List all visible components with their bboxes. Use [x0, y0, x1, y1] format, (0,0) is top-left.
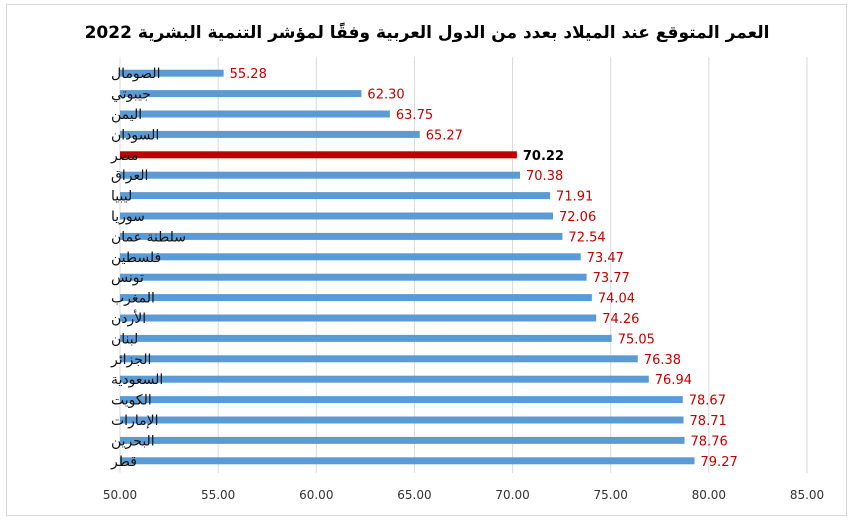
category-label: تونس — [111, 270, 144, 286]
value-label: 65.27 — [426, 128, 463, 143]
x-tick-label: 85.00 — [790, 488, 824, 502]
x-tick-label: 75.00 — [594, 488, 628, 502]
category-label: اليمن — [111, 107, 142, 123]
chart-title: العمر المتوقع عند الميلاد بعدد من الدول … — [85, 21, 770, 43]
value-label: 62.30 — [367, 88, 404, 103]
x-tick-label: 80.00 — [692, 488, 726, 502]
x-tick-label: 50.00 — [103, 488, 137, 502]
bar — [120, 396, 683, 404]
value-label: 63.75 — [396, 108, 433, 123]
bar — [120, 273, 587, 281]
chart-svg: العمر المتوقع عند الميلاد بعدد من الدول … — [85, 21, 825, 502]
value-label: 73.77 — [593, 271, 630, 286]
category-label: الأردن — [111, 309, 146, 327]
value-label: 72.54 — [568, 230, 605, 245]
x-tick-label: 60.00 — [299, 488, 333, 502]
x-tick-label: 55.00 — [201, 488, 235, 502]
bar-highlight — [120, 151, 517, 159]
category-label: الإمارات — [111, 413, 158, 429]
bar — [120, 334, 612, 342]
bar — [120, 212, 554, 220]
category-label: جيبوتي — [111, 87, 151, 103]
bar — [120, 232, 563, 240]
bar — [120, 253, 581, 261]
category-label: فلسطين — [111, 250, 161, 266]
bar — [120, 457, 695, 465]
bar — [120, 416, 684, 424]
bar — [120, 130, 420, 138]
bar — [120, 375, 649, 383]
bar — [120, 69, 224, 77]
bar — [120, 294, 592, 302]
x-axis-tick-labels: 50.00 55.00 60.00 65.00 70.00 75.00 80.00 85.00 — [103, 488, 824, 502]
category-label: الكويت — [111, 393, 152, 409]
grid-layer — [119, 57, 808, 473]
value-label: 71.91 — [556, 190, 593, 205]
value-label: 72.06 — [559, 210, 596, 225]
value-label: 79.27 — [701, 455, 738, 470]
value-label: 73.47 — [587, 251, 624, 266]
x-tick-label: 65.00 — [397, 488, 431, 502]
bar — [120, 171, 521, 179]
value-labels: 55.28 62.30 63.75 65.27 70.22 70.38 71.91 72.06… — [230, 67, 738, 470]
category-label: الجزائر — [110, 352, 151, 368]
value-label: 78.67 — [689, 394, 726, 409]
category-label: لبنان — [111, 331, 138, 347]
value-label: 55.28 — [230, 67, 267, 82]
value-label: 76.94 — [655, 373, 692, 388]
category-label: البحرين — [111, 433, 155, 449]
category-labels: الصومال جيبوتي اليمن السودان مصر العراق ليبيا س… — [110, 66, 186, 470]
value-label: 70.38 — [526, 169, 563, 184]
bar-layer — [120, 69, 695, 465]
value-label: 74.04 — [598, 292, 635, 307]
category-label: العراق — [111, 168, 148, 184]
value-label: 75.05 — [618, 332, 655, 347]
bar — [120, 436, 685, 444]
category-label: مصر — [110, 148, 138, 164]
x-tick-label: 70.00 — [495, 488, 529, 502]
value-label: 76.38 — [644, 353, 681, 368]
bar — [120, 90, 362, 98]
bar — [120, 355, 638, 363]
bar — [120, 314, 597, 322]
category-label: المغرب — [111, 291, 155, 307]
value-label: 70.22 — [523, 149, 564, 164]
category-label: الصومال — [111, 66, 160, 82]
category-label: ليبيا — [111, 189, 132, 205]
category-label: سلطنة عمان — [111, 229, 186, 245]
bar — [120, 110, 390, 118]
category-label: السعودية — [111, 372, 163, 388]
chart-frame: العمر المتوقع عند الميلاد بعدد من الدول … — [6, 4, 847, 516]
category-label: السودان — [111, 127, 159, 143]
value-label: 78.71 — [690, 414, 727, 429]
category-label: سوريا — [111, 209, 145, 225]
bar — [120, 192, 551, 200]
value-label: 78.76 — [691, 434, 728, 449]
category-label: قطر — [110, 454, 137, 470]
value-label: 74.26 — [602, 312, 639, 327]
